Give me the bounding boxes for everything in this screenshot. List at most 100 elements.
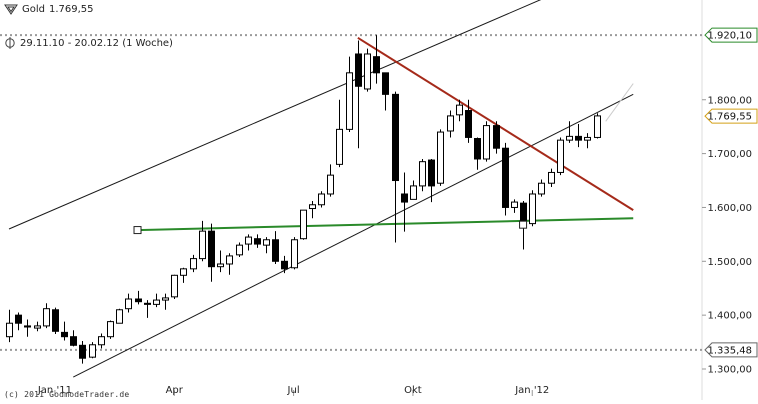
candle-up [34, 325, 41, 329]
candle-down [493, 125, 500, 149]
candle-down [428, 159, 435, 187]
candle-up [226, 255, 233, 265]
candle-down [373, 56, 380, 74]
trendline-resistance [357, 36, 634, 211]
candle-down [382, 72, 389, 95]
candle-down [575, 135, 582, 141]
y-tick-label: 1.700,00 [707, 149, 752, 160]
candle-down [474, 138, 481, 160]
candle-down [61, 331, 68, 338]
price-marker-shape [704, 108, 758, 124]
candle-up [300, 209, 307, 240]
x-tick-label: Jan '12 [514, 385, 549, 396]
candle-up [171, 274, 178, 298]
candle-up [245, 236, 252, 245]
candle-up [89, 344, 96, 358]
candle-up [162, 297, 169, 301]
price-marker-label: 1.920,10 [707, 31, 752, 42]
price-marker-shape [704, 342, 758, 358]
candle-up [456, 104, 463, 116]
triangle-tool-icon[interactable] [4, 4, 18, 15]
candle-up [419, 161, 426, 187]
candle-up [180, 268, 187, 276]
trendline-channel-upper [8, 0, 542, 230]
candle-down [502, 147, 509, 208]
trendline-support [137, 217, 634, 232]
x-tick-label: Jul [287, 385, 300, 396]
candle-up [318, 193, 325, 206]
trendline-anchor-point[interactable] [519, 220, 528, 229]
trendline-anchor-point[interactable] [133, 226, 142, 235]
candle-up [548, 171, 555, 184]
candle-up [327, 174, 334, 195]
date-range-row: 29.11.10 - 20.02.12 (1 Woche) [4, 37, 173, 49]
candle-down [15, 314, 22, 324]
candle-up [566, 135, 573, 141]
candle-up [410, 185, 417, 200]
candle-down [355, 53, 362, 87]
candle-up [557, 139, 564, 173]
price-marker-label: 1.769,55 [707, 112, 752, 123]
price-marker-badge: 1.769,55 [704, 108, 758, 124]
candle-up [98, 336, 105, 346]
price-marker-badge: 1.920,10 [704, 27, 758, 43]
y-tick-label: 1.400,00 [707, 311, 752, 322]
chart-header: Gold 1.769,55 [4, 4, 94, 15]
copyright-footer: (c) 2011 GodmodeTrader.de [4, 390, 130, 399]
candle-down [79, 344, 86, 359]
price-marker-label: 1.335,48 [707, 345, 752, 356]
candle-up [594, 115, 601, 138]
candle-down [70, 336, 77, 346]
trendline-anchor-line [605, 83, 634, 122]
x-tick-label: Jan '11 [37, 385, 72, 396]
crosshair-icon[interactable] [4, 37, 16, 49]
candle-up [538, 182, 545, 195]
candle-up [6, 322, 13, 338]
candle-up [483, 125, 490, 160]
candle-up [107, 321, 114, 338]
candle-up [291, 239, 298, 269]
candle-up [584, 136, 591, 141]
candle-up [236, 244, 243, 256]
candle-down [144, 302, 151, 305]
candle-up [116, 309, 123, 324]
candle-up [199, 230, 206, 260]
instrument-name: Gold [22, 4, 45, 15]
last-price: 1.769,55 [49, 4, 94, 15]
candle-up [43, 308, 50, 327]
x-tick-label: Apr [166, 385, 184, 396]
candle-down [272, 239, 279, 262]
candle-down [281, 260, 288, 270]
y-tick-label: 1.500,00 [707, 257, 752, 268]
y-tick-label: 1.800,00 [707, 95, 752, 106]
candle-up [263, 239, 270, 246]
candle-down [401, 193, 408, 203]
candle-down [465, 110, 472, 138]
candle-up [125, 298, 132, 310]
candle-up [346, 72, 353, 130]
y-tick-label: 1.300,00 [707, 365, 752, 376]
candle-down [208, 230, 215, 268]
candle-down [135, 298, 142, 303]
candle-down [52, 309, 59, 332]
candle-up [364, 53, 371, 90]
price-marker-shape [704, 27, 758, 43]
candle-up [437, 131, 444, 184]
candle-up [309, 204, 316, 210]
candle-up [217, 263, 224, 268]
candle-up [529, 193, 536, 225]
candle-down [254, 238, 261, 245]
price-marker-badge: 1.335,48 [704, 342, 758, 358]
date-range: 29.11.10 - 20.02.12 (1 Woche) [20, 37, 173, 49]
candle-down [24, 325, 31, 328]
candle-up [336, 128, 343, 165]
trendline-channel-lower [73, 93, 634, 378]
y-tick-label: 1.600,00 [707, 203, 752, 214]
x-tick-label: Okt [404, 385, 422, 396]
candle-up [153, 299, 160, 305]
candle-down [392, 93, 399, 182]
candle-up [190, 258, 197, 270]
candle-up [511, 201, 518, 208]
